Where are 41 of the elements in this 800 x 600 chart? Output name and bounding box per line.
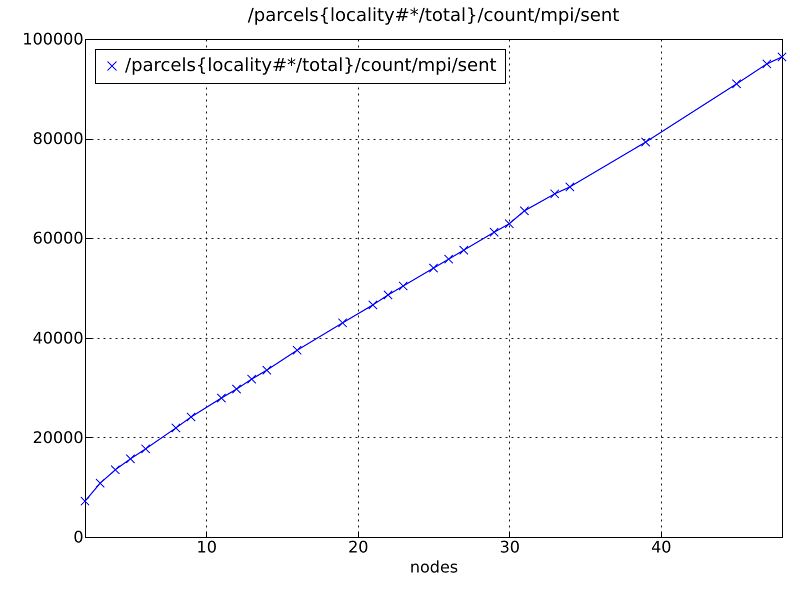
point [762,59,772,69]
point [428,263,438,273]
point [126,454,136,464]
point [110,465,120,474]
x-tick-label: 40 [651,538,672,556]
point [459,245,468,255]
y-tick-label: 0 [73,528,84,546]
point [520,206,530,216]
point [216,393,226,403]
point [732,79,742,89]
point [186,412,196,422]
point [398,281,408,291]
x-tick-label: 10 [196,538,217,556]
point [565,182,575,192]
x-tick-label: 20 [348,538,368,556]
point [777,52,787,62]
chart-title: /parcels{locality#*/total}/count/mpi/sent [248,5,620,26]
y-tick-label: 100000 [22,30,84,48]
point [489,228,499,237]
legend-label: /parcels{locality#*/total}/count/mpi/sent [125,55,497,76]
x-tick-label: 30 [500,538,520,556]
point [232,384,242,394]
point [246,374,256,384]
x-axis-title: nodes [410,558,458,576]
y-tick-label: 20000 [32,428,84,447]
point [171,423,181,433]
point [338,318,348,328]
point [383,290,393,300]
point [504,219,514,228]
point [550,189,560,199]
y-tick-label: 80000 [32,129,84,148]
point [140,444,150,454]
point [444,254,454,264]
point [640,137,650,147]
point [95,478,105,488]
point [292,346,302,355]
y-tick-label: 40000 [32,328,84,348]
y-tick-label: 60000 [32,228,84,248]
point [368,300,378,310]
point [80,496,90,506]
point [262,365,272,375]
